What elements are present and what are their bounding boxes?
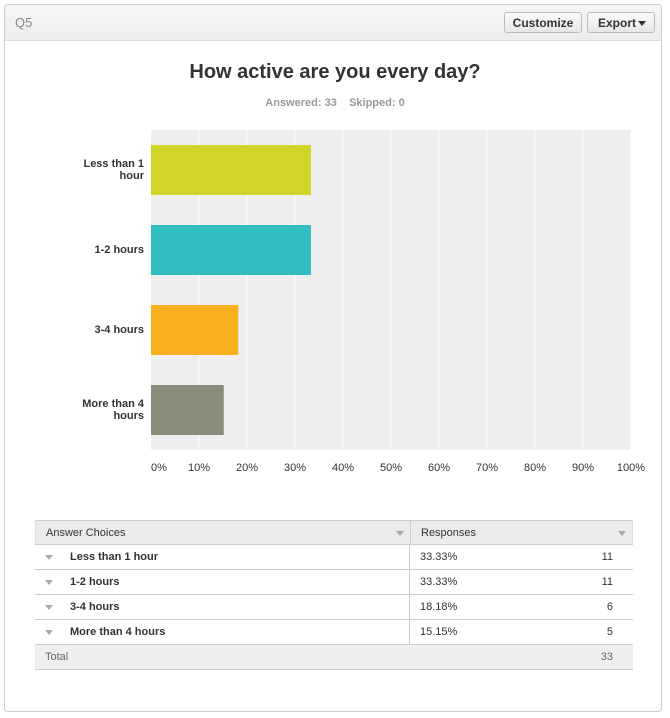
response-count: 11: [601, 576, 613, 588]
column-header: Answer Choices: [46, 527, 126, 539]
bar: [151, 145, 311, 195]
column-header: Responses: [421, 527, 477, 539]
divider: [409, 595, 410, 619]
response-percent: 18.18%: [420, 601, 458, 613]
answer-choice: More than 4 hours: [70, 626, 166, 638]
dropdown-arrow[interactable]: [45, 555, 53, 560]
dropdown-arrow[interactable]: [45, 580, 53, 585]
response-count: 6: [606, 601, 613, 613]
answer-choice: Less than 1 hour: [70, 551, 159, 563]
y-tick-label: 3-4 hours: [94, 324, 144, 336]
divider: [410, 521, 411, 545]
y-tick-label: 1-2 hours: [94, 244, 144, 256]
subtitle: Answered: 33 Skipped: 0: [0, 97, 670, 109]
x-tick-label: 10%: [187, 462, 211, 474]
divider: [409, 620, 410, 644]
divider: [409, 545, 410, 569]
table-header: Answer Choices Responses: [35, 520, 633, 545]
x-tick-label: 60%: [427, 462, 451, 474]
table-row: More than 4 hours 15.15% 5: [35, 620, 633, 645]
response-percent: 33.33%: [420, 551, 458, 563]
answered: 33: [324, 97, 337, 109]
x-tick-label: 80%: [523, 462, 547, 474]
customize-button[interactable]: Customize: [504, 12, 582, 33]
bar: [151, 305, 239, 355]
x-tick-label: 40%: [331, 462, 355, 474]
skipped-label: Skipped:: [349, 97, 396, 109]
total-label: Total: [45, 651, 69, 663]
bar: [151, 225, 311, 275]
chart-title: How active are you every day?: [189, 61, 481, 83]
x-tick-label: 0%: [151, 462, 167, 474]
x-tick-label: 50%: [379, 462, 403, 474]
answer-choice: 1-2 hours: [70, 576, 120, 588]
dropdown-arrow[interactable]: [45, 605, 53, 610]
bar: [151, 385, 224, 435]
question-number: Q5: [15, 15, 33, 30]
table-row: 3-4 hours 18.18% 6: [35, 595, 633, 620]
x-tick-label: 70%: [475, 462, 499, 474]
x-tick-label: 20%: [235, 462, 259, 474]
response-percent: 15.15%: [420, 626, 458, 638]
export-label: Export: [598, 16, 637, 30]
dropdown-arrow[interactable]: [396, 531, 404, 536]
dropdown-arrow[interactable]: [618, 531, 626, 536]
table-row: Less than 1 hour 33.33% 11: [35, 545, 633, 570]
x-tick-label: 30%: [283, 462, 307, 474]
export-button[interactable]: Export: [587, 12, 655, 33]
x-tick-label: 100%: [616, 462, 646, 474]
response-count: 11: [601, 551, 613, 563]
y-tick-label: More than 4 hours: [82, 398, 144, 422]
panel: [4, 4, 662, 712]
total-count: 33: [600, 651, 613, 663]
x-tick-label: 90%: [571, 462, 595, 474]
answer-choice: 3-4 hours: [70, 601, 120, 613]
table-row: 1-2 hours 33.33% 11: [35, 570, 633, 595]
total-row: Total 33: [35, 645, 633, 670]
answered-label: Answered:: [265, 97, 322, 109]
skipped: 0: [398, 97, 405, 109]
response-count: 5: [606, 626, 613, 638]
response-percent: 33.33%: [420, 576, 458, 588]
dropdown-arrow[interactable]: [45, 630, 53, 635]
caret: [638, 21, 646, 26]
divider: [409, 570, 410, 594]
y-tick-label: Less than 1 hour: [83, 158, 144, 182]
